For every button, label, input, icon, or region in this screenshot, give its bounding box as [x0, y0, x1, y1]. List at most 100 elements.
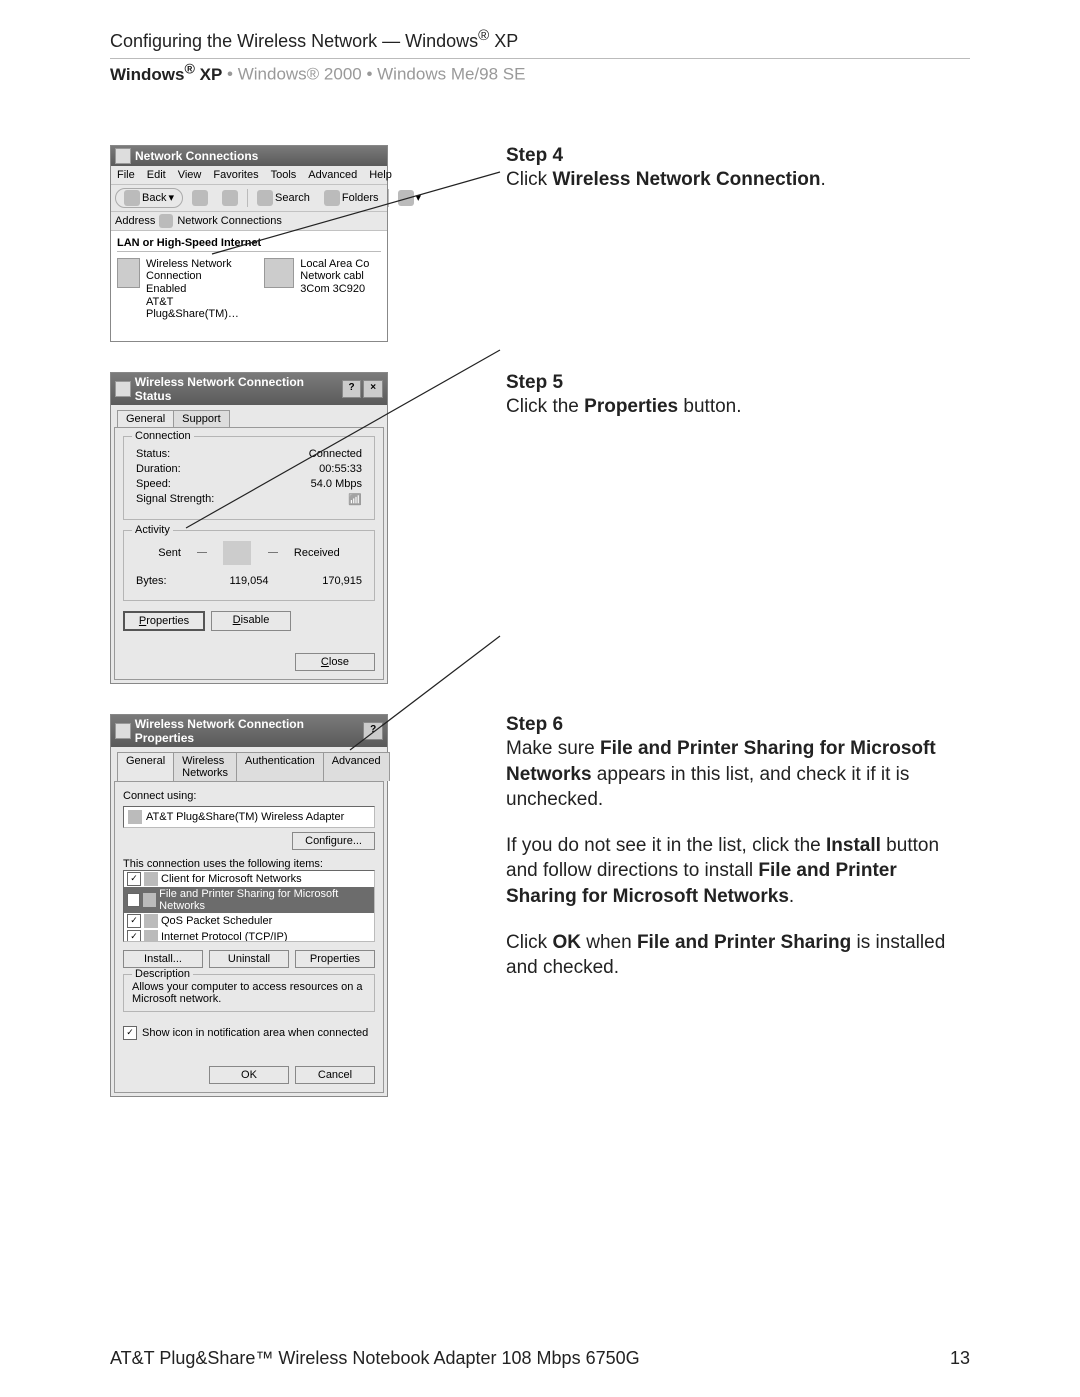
lan-icon [264, 258, 294, 288]
activity-group: Activity Sent Received Bytes: [123, 530, 375, 601]
step5-label: Step 5 [506, 372, 970, 394]
ok-button[interactable]: OK [209, 1066, 289, 1084]
breadcrumb: Windows® XP • Windows® 2000 • Windows Me… [110, 61, 970, 85]
menu-favorites[interactable]: Favorites [213, 169, 258, 181]
activity-icon [223, 541, 251, 565]
step6-p2: If you do not see it in the list, click … [506, 833, 970, 910]
item-properties-button[interactable]: Properties [295, 950, 375, 968]
props-help-button[interactable]: ? [363, 722, 383, 740]
wireless-icon [117, 258, 140, 288]
views-button[interactable]: ▾ [393, 188, 427, 208]
step6-label: Step 6 [506, 714, 970, 736]
tab-support[interactable]: Support [173, 410, 230, 427]
status-window: Wireless Network Connection Status ? × G… [110, 372, 388, 684]
status-panel: Connection Status:Connected Duration:00:… [114, 427, 384, 680]
network-connections-window: Network Connections File Edit View Favor… [110, 145, 388, 342]
status-tabs: General Support [117, 410, 381, 427]
back-icon [124, 190, 140, 206]
step6-p1: Make sure File and Printer Sharing for M… [506, 736, 970, 813]
menu-tools[interactable]: Tools [271, 169, 297, 181]
item-icon [144, 914, 158, 928]
address-icon [159, 214, 173, 228]
show-icon-checkbox[interactable]: ✓ Show icon in notification area when co… [123, 1026, 375, 1040]
address-label: Address [115, 215, 155, 227]
step6-p3: Click OK when File and Printer Sharing i… [506, 930, 970, 981]
install-button[interactable]: Install... [123, 950, 203, 968]
lan-connection-item[interactable]: Local Area Co Network cabl 3Com 3C920 [264, 258, 369, 321]
status-titlebar: Wireless Network Connection Status ? × [111, 373, 387, 405]
tab-general-p[interactable]: General [117, 752, 174, 781]
configure-button[interactable]: Configure... [292, 832, 375, 850]
section-lan-heading: LAN or High-Speed Internet [117, 235, 381, 252]
checkbox-icon[interactable]: ✓ [127, 930, 141, 942]
help-button[interactable]: ? [342, 380, 362, 398]
up-button[interactable] [217, 188, 243, 208]
cancel-button[interactable]: Cancel [295, 1066, 375, 1084]
views-icon [398, 190, 414, 206]
list-item[interactable]: ✓Internet Protocol (TCP/IP) [124, 929, 374, 942]
list-item[interactable]: ✓QoS Packet Scheduler [124, 913, 374, 929]
close-status-button[interactable]: Close [295, 653, 375, 671]
items-listbox[interactable]: ✓Client for Microsoft Networks ✓File and… [123, 870, 375, 942]
item-icon [143, 893, 156, 907]
tab-wireless-networks[interactable]: Wireless Networks [173, 752, 237, 781]
signal-strength-icon: 📶 [348, 493, 362, 506]
address-bar: Address Network Connections [111, 212, 387, 231]
checkbox-icon[interactable]: ✓ [123, 1026, 137, 1040]
back-button[interactable]: Back ▾ [115, 188, 183, 208]
status-title: Wireless Network Connection Status [135, 375, 340, 403]
nc-toolbar: Back ▾ Search Folders ▾ [111, 185, 387, 212]
list-item-selected[interactable]: ✓File and Printer Sharing for Microsoft … [124, 887, 374, 913]
close-button[interactable]: × [363, 380, 383, 398]
uninstall-button[interactable]: Uninstall [209, 950, 289, 968]
header-divider [110, 58, 970, 59]
properties-button[interactable]: Properties [123, 611, 205, 631]
menu-view[interactable]: View [178, 169, 202, 181]
nc-window-icon [115, 148, 131, 164]
description-text: Allows your computer to access resources… [132, 981, 363, 1005]
tab-advanced[interactable]: Advanced [323, 752, 390, 781]
properties-window: Wireless Network Connection Properties ?… [110, 714, 388, 1097]
up-icon [222, 190, 238, 206]
step5-text: Click the Properties button. [506, 394, 970, 420]
wireless-connection-item[interactable]: Wireless Network Connection Enabled AT&T… [117, 258, 254, 321]
props-tabs: General Wireless Networks Authentication… [117, 752, 381, 781]
props-window-icon [115, 723, 131, 739]
forward-button[interactable] [187, 188, 213, 208]
props-panel: Connect using: AT&T Plug&Share(TM) Wirel… [114, 781, 384, 1093]
address-value: Network Connections [177, 215, 383, 227]
search-icon [257, 190, 273, 206]
menu-advanced[interactable]: Advanced [308, 169, 357, 181]
checkbox-icon[interactable]: ✓ [127, 893, 140, 907]
uses-label: This connection uses the following items… [123, 858, 375, 870]
nc-menubar: File Edit View Favorites Tools Advanced … [111, 166, 387, 185]
menu-edit[interactable]: Edit [147, 169, 166, 181]
step4-text: Click Wireless Network Connection. [506, 167, 970, 193]
forward-icon [192, 190, 208, 206]
folders-icon [324, 190, 340, 206]
menu-help[interactable]: Help [369, 169, 392, 181]
page-header-title: Configuring the Wireless Network — Windo… [110, 27, 970, 52]
footer-left: AT&T Plug&Share™ Wireless Notebook Adapt… [110, 1348, 640, 1369]
adapter-field: AT&T Plug&Share(TM) Wireless Adapter [123, 806, 375, 828]
menu-file[interactable]: File [117, 169, 135, 181]
connect-using-label: Connect using: [123, 790, 375, 802]
props-titlebar: Wireless Network Connection Properties ? [111, 715, 387, 747]
checkbox-icon[interactable]: ✓ [127, 914, 141, 928]
page-footer: AT&T Plug&Share™ Wireless Notebook Adapt… [110, 1348, 970, 1369]
list-item[interactable]: ✓Client for Microsoft Networks [124, 871, 374, 887]
status-window-icon [115, 381, 131, 397]
item-icon [144, 872, 158, 886]
props-title: Wireless Network Connection Properties [135, 717, 362, 745]
tab-authentication[interactable]: Authentication [236, 752, 324, 781]
search-button[interactable]: Search [252, 188, 315, 208]
description-group: Description Allows your computer to acce… [123, 974, 375, 1012]
disable-button[interactable]: Disable [211, 611, 291, 631]
tab-general[interactable]: General [117, 410, 174, 427]
checkbox-icon[interactable]: ✓ [127, 872, 141, 886]
folders-button[interactable]: Folders [319, 188, 384, 208]
connection-group: Connection Status:Connected Duration:00:… [123, 436, 375, 520]
adapter-icon [128, 810, 142, 824]
nc-body: LAN or High-Speed Internet Wireless Netw… [111, 231, 387, 341]
page-number: 13 [950, 1348, 970, 1369]
